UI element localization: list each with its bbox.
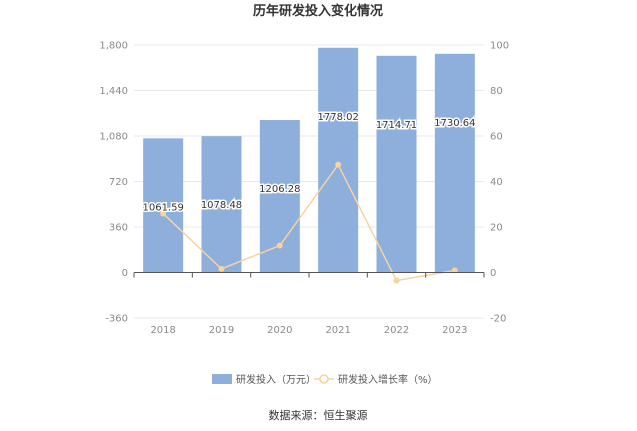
legend: 研发投入（万元） 研发投入增长率（%） [212, 373, 438, 386]
grid-lines [134, 44, 484, 319]
legend-bar-label[interactable]: 研发投入（万元） [236, 373, 316, 386]
x-tick-label: 2021 [325, 325, 350, 336]
y-left-tick-label: 1,440 [99, 86, 128, 97]
y-left-tick-label: -360 [105, 314, 128, 325]
x-tick-label: 2020 [267, 325, 292, 336]
bar [201, 136, 242, 273]
y-left-tick-label: 360 [109, 223, 128, 234]
chart-title: 历年研发投入变化情况 [253, 3, 383, 19]
bar-value-label: 1714.71 [376, 120, 417, 131]
y-right-tick-label: 40 [490, 177, 503, 188]
y-right-tick-label: 0 [490, 268, 496, 279]
x-tick-label: 2019 [209, 325, 234, 336]
bar [376, 55, 417, 273]
y-left-tick-label: 720 [109, 177, 128, 188]
y-left-tick-label: 0 [122, 268, 128, 279]
growth-point [160, 210, 167, 217]
legend-line-label[interactable]: 研发投入增长率（%） [338, 373, 438, 386]
y-right-tick-label: 20 [490, 223, 503, 234]
y-right-tick-label: 100 [490, 41, 509, 52]
growth-point [276, 242, 283, 249]
bar-value-label: 1730.64 [434, 118, 475, 129]
bar-value-labels: 1061.59 1078.48 1206.28 1778.02 1714.71 1730.… [141, 110, 477, 215]
bar-value-label: 1061.59 [142, 202, 183, 213]
y-left-tick-label: 1,080 [99, 132, 128, 143]
axes: -360 0 360 720 1,080 1,440 1,800 -20 0 20 40 60 80 10… [99, 41, 509, 337]
y-right-tick-label: 80 [490, 86, 503, 97]
legend-line-swatch-marker[interactable] [319, 374, 329, 384]
growth-point [393, 277, 400, 284]
bar [318, 47, 359, 273]
bar [259, 120, 300, 273]
x-tick-label: 2023 [442, 325, 467, 336]
growth-point [335, 161, 342, 168]
y-right-tick-label: -20 [490, 314, 506, 325]
growth-line-series [160, 161, 458, 284]
bar-series [143, 47, 475, 273]
x-tick-label: 2022 [384, 325, 409, 336]
bar-value-label: 1778.02 [317, 112, 358, 123]
bar [434, 53, 475, 273]
growth-point [218, 265, 225, 272]
growth-line [162, 163, 455, 282]
y-left-tick-label: 1,800 [99, 41, 128, 52]
y-right-tick-label: 60 [490, 132, 503, 143]
legend-bar-swatch[interactable] [212, 374, 232, 384]
bar-value-label: 1206.28 [259, 184, 300, 195]
bar-value-label: 1078.48 [201, 200, 242, 211]
bar [143, 138, 184, 273]
data-source: 数据来源：恒生聚源 [269, 408, 368, 422]
x-tick-label: 2018 [150, 325, 175, 336]
